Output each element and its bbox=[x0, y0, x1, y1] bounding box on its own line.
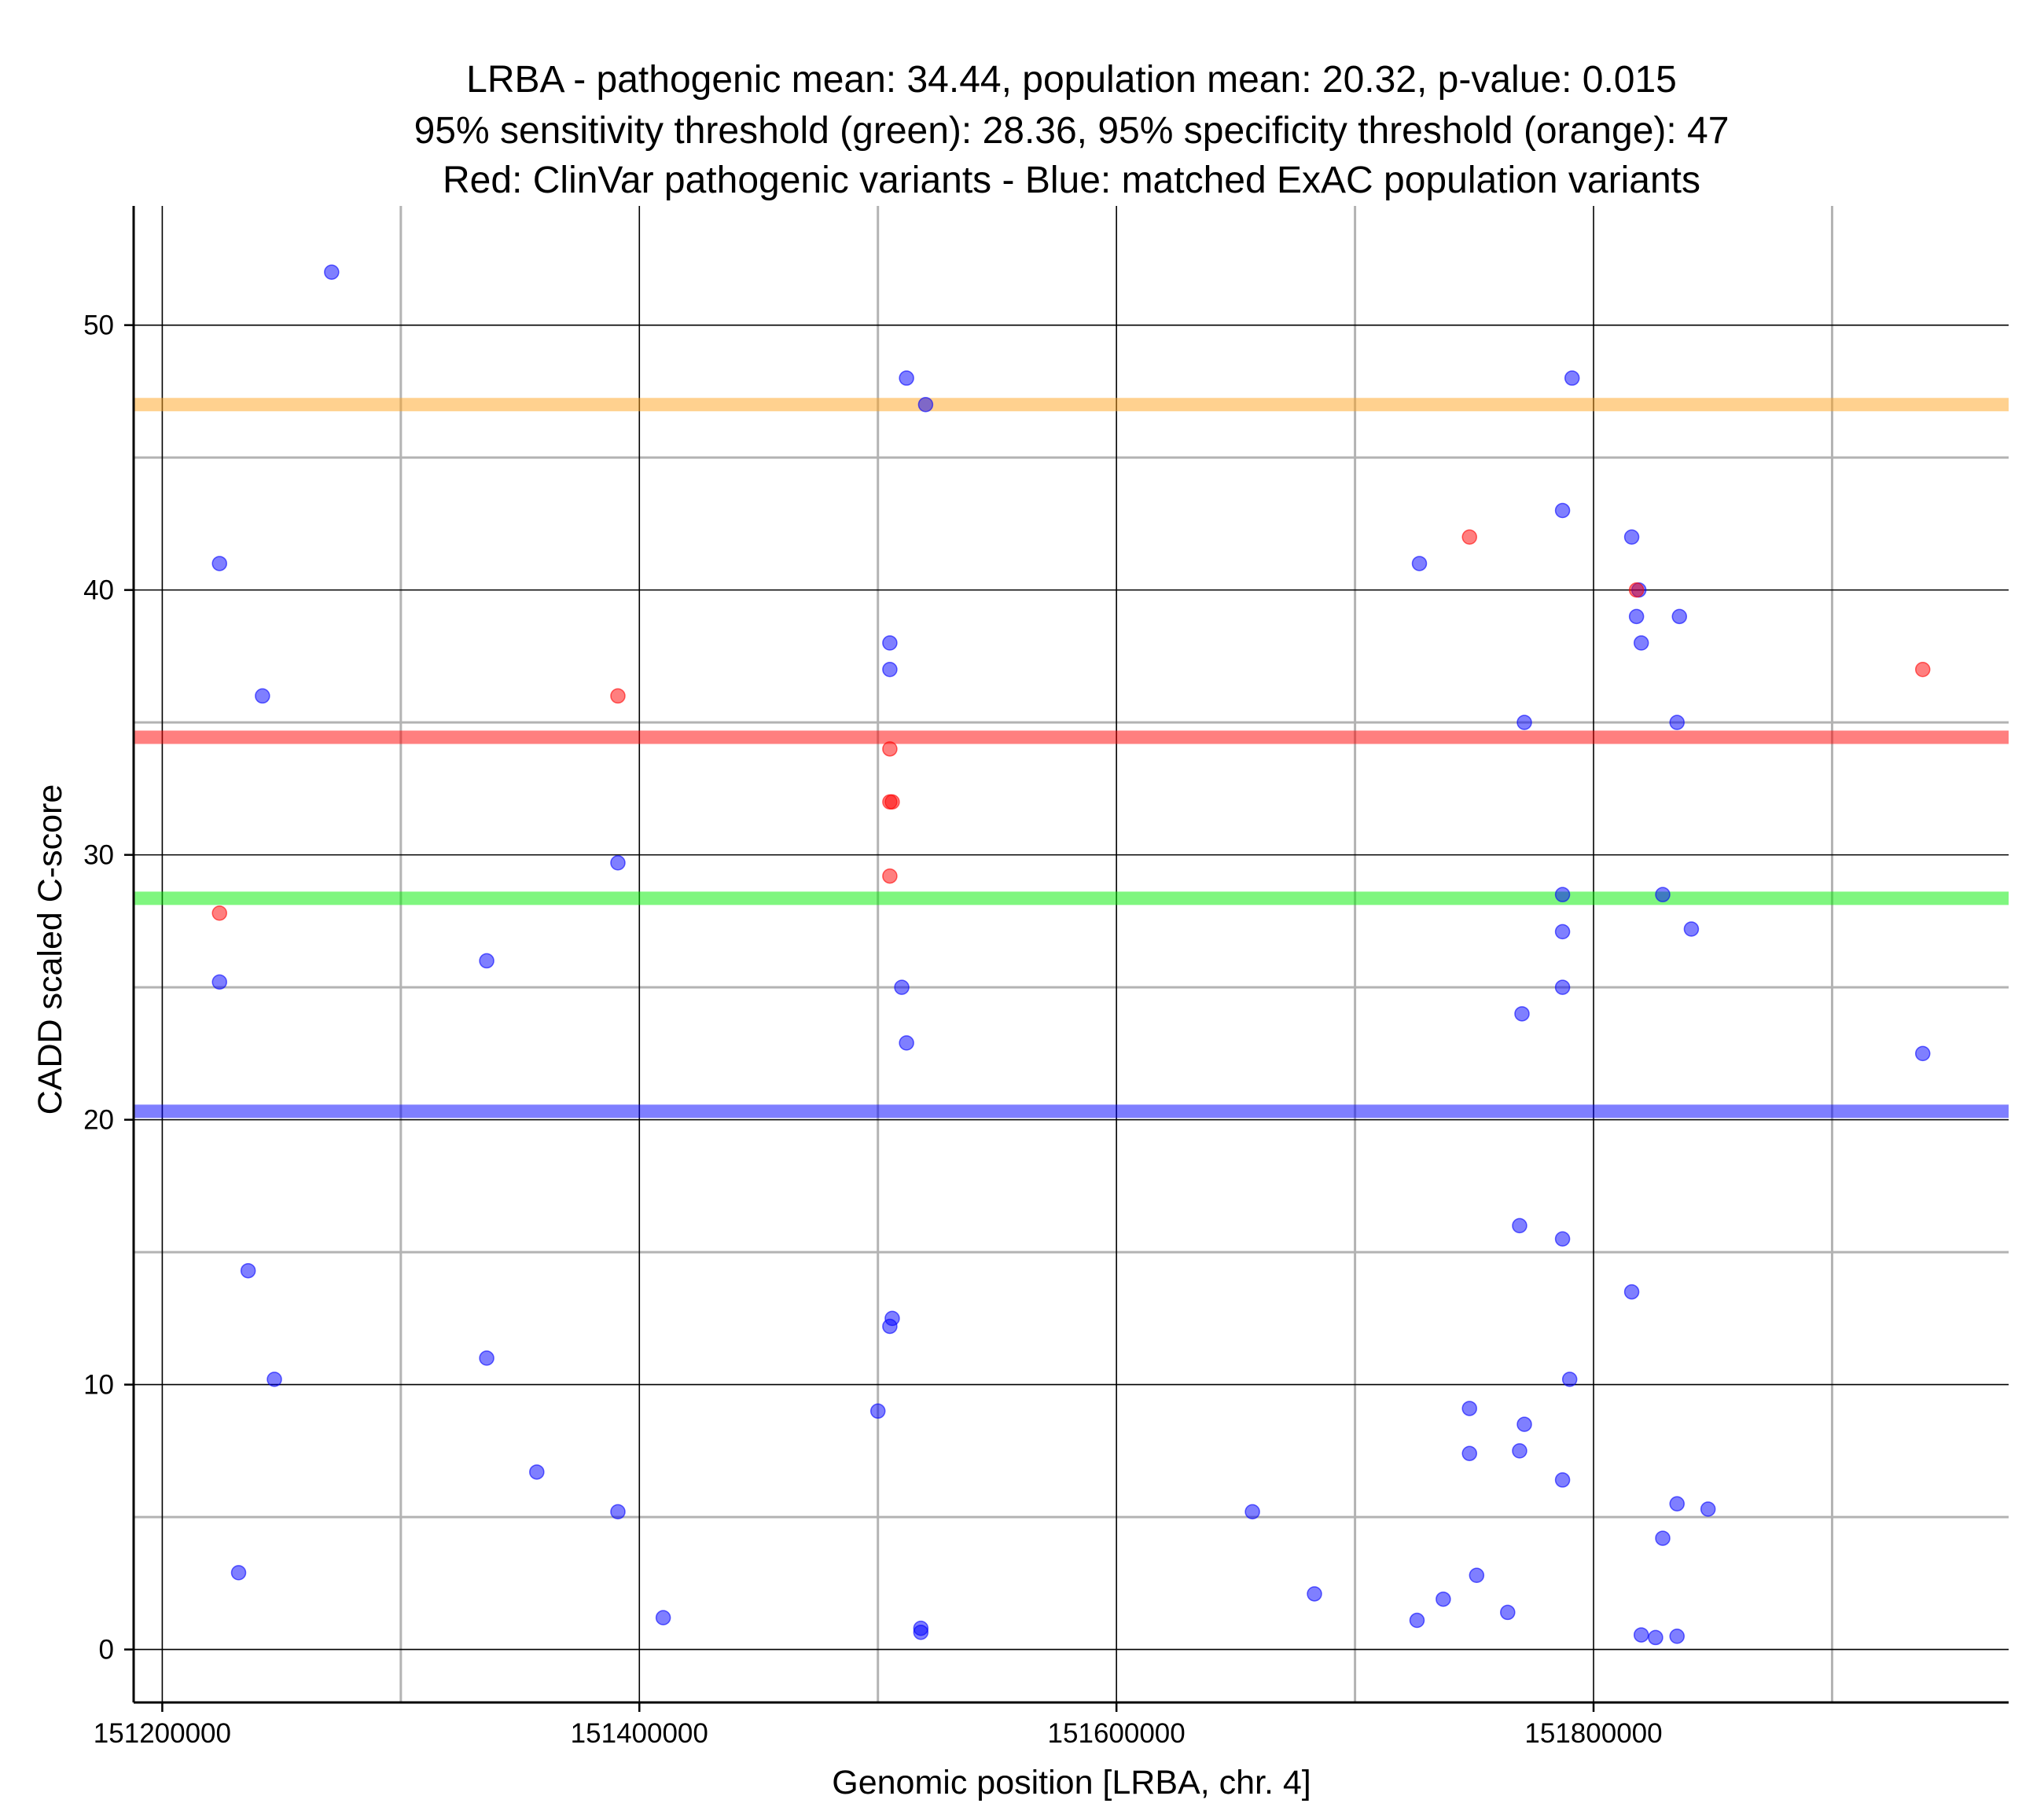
population-variant-point bbox=[240, 1262, 256, 1279]
population-variant-point bbox=[882, 1318, 898, 1335]
reference-lines bbox=[134, 398, 2009, 1118]
population-variant-point bbox=[324, 264, 340, 280]
population-variant-point bbox=[1461, 1445, 1477, 1461]
pathogenic-variant-point bbox=[1628, 582, 1645, 598]
data-points bbox=[211, 264, 1931, 1646]
population-variant-point bbox=[1648, 1629, 1664, 1646]
pathogenic-variant-point bbox=[1461, 529, 1477, 545]
population-variant-point bbox=[1554, 979, 1571, 995]
population-variant-point bbox=[1554, 924, 1571, 940]
population-variant-point bbox=[1500, 1604, 1516, 1621]
population-variant-point bbox=[899, 1035, 914, 1051]
population-variant-point bbox=[1554, 887, 1571, 902]
y-tick-label: 10 bbox=[83, 1370, 114, 1401]
population-variant-point bbox=[1461, 1401, 1477, 1416]
pathogenic-variant-point bbox=[882, 868, 898, 884]
population-variant-point bbox=[1683, 921, 1700, 937]
population-variant-point bbox=[1516, 714, 1532, 730]
population-variant-point bbox=[1307, 1586, 1322, 1602]
chart-title-line-1: LRBA - pathogenic mean: 34.44, populatio… bbox=[466, 59, 1677, 101]
y-tick-label: 40 bbox=[83, 575, 114, 606]
population-variant-point bbox=[479, 953, 494, 969]
population-variant-point bbox=[1411, 556, 1428, 571]
population-variant-point bbox=[1469, 1567, 1485, 1583]
population-variant-point bbox=[1669, 1629, 1685, 1644]
population-variant-point bbox=[1554, 1472, 1571, 1488]
x-tick-label: 151200000 bbox=[94, 1718, 231, 1749]
population-variant-point bbox=[1671, 608, 1688, 625]
chart-title-line-3: Red: ClinVar pathogenic variants - Blue:… bbox=[443, 160, 1700, 201]
pathogenic-variant-point bbox=[211, 905, 227, 921]
axes bbox=[132, 206, 2009, 1704]
chart-title-line-2: 95% sensitivity threshold (green): 28.36… bbox=[414, 110, 1730, 152]
population-variant-point bbox=[1633, 1627, 1649, 1643]
population-variant-point bbox=[869, 1403, 886, 1420]
population-variant-point bbox=[529, 1464, 545, 1480]
population-variant-point bbox=[610, 854, 626, 871]
population-variant-point bbox=[1669, 1496, 1685, 1512]
population-variant-point bbox=[917, 396, 934, 413]
x-tick-label: 151400000 bbox=[571, 1718, 708, 1749]
population-variant-point bbox=[1669, 714, 1685, 730]
population-variant-point bbox=[267, 1372, 282, 1387]
x-axis-label: Genomic position [LRBA, chr. 4] bbox=[832, 1764, 1311, 1801]
population-variant-point bbox=[1512, 1443, 1527, 1459]
y-axis-label: CADD scaled C-score bbox=[31, 784, 69, 1115]
population-variant-point bbox=[1623, 1284, 1640, 1300]
y-tick-label: 0 bbox=[99, 1635, 114, 1666]
population-variant-point bbox=[655, 1610, 671, 1625]
population-variant-point bbox=[1409, 1612, 1425, 1629]
population-variant-point bbox=[1655, 1530, 1671, 1546]
population-variant-point bbox=[1561, 1372, 1578, 1387]
grid bbox=[134, 206, 2009, 1702]
population-variant-point bbox=[479, 1350, 494, 1366]
population-variant-point bbox=[913, 1624, 929, 1640]
x-tick-label: 151600000 bbox=[1048, 1718, 1186, 1749]
population-variant-point bbox=[1623, 529, 1640, 545]
population-variant-point bbox=[610, 1504, 626, 1520]
population-variant-point bbox=[882, 635, 898, 651]
pathogenic-variant-point bbox=[1915, 661, 1931, 678]
population-variant-point bbox=[1436, 1591, 1451, 1607]
population-variant-point bbox=[1554, 502, 1571, 519]
population-variant-point bbox=[255, 688, 270, 704]
population-variant-point bbox=[1655, 887, 1671, 902]
population-variant-point bbox=[1516, 1416, 1532, 1432]
population-variant-point bbox=[1915, 1045, 1931, 1062]
population-variant-point bbox=[1244, 1504, 1260, 1520]
population-variant-point bbox=[230, 1565, 247, 1581]
pathogenic-variant-point bbox=[882, 741, 898, 757]
population-variant-point bbox=[899, 370, 914, 386]
y-tick-label: 30 bbox=[83, 840, 114, 871]
population-variant-point bbox=[882, 661, 898, 678]
population-variant-point bbox=[1554, 1231, 1571, 1247]
population-variant-point bbox=[1512, 1218, 1527, 1234]
x-tick-label: 151800000 bbox=[1524, 1718, 1662, 1749]
population-variant-point bbox=[211, 974, 227, 990]
population-variant-point bbox=[1514, 1006, 1530, 1022]
pathogenic-variant-point bbox=[884, 794, 900, 810]
y-tick-label: 50 bbox=[83, 310, 114, 341]
pathogenic-variant-point bbox=[610, 688, 626, 704]
population-variant-point bbox=[1564, 370, 1580, 386]
y-tick-label: 20 bbox=[83, 1105, 114, 1136]
population-variant-point bbox=[211, 556, 227, 571]
population-variant-point bbox=[894, 979, 910, 995]
tick-labels: 151200000 151400000 151600000 151800000 0 10 2… bbox=[83, 310, 1663, 1749]
population-variant-point bbox=[1628, 608, 1645, 625]
population-variant-point bbox=[1700, 1501, 1716, 1517]
population-variant-point bbox=[1633, 635, 1649, 651]
